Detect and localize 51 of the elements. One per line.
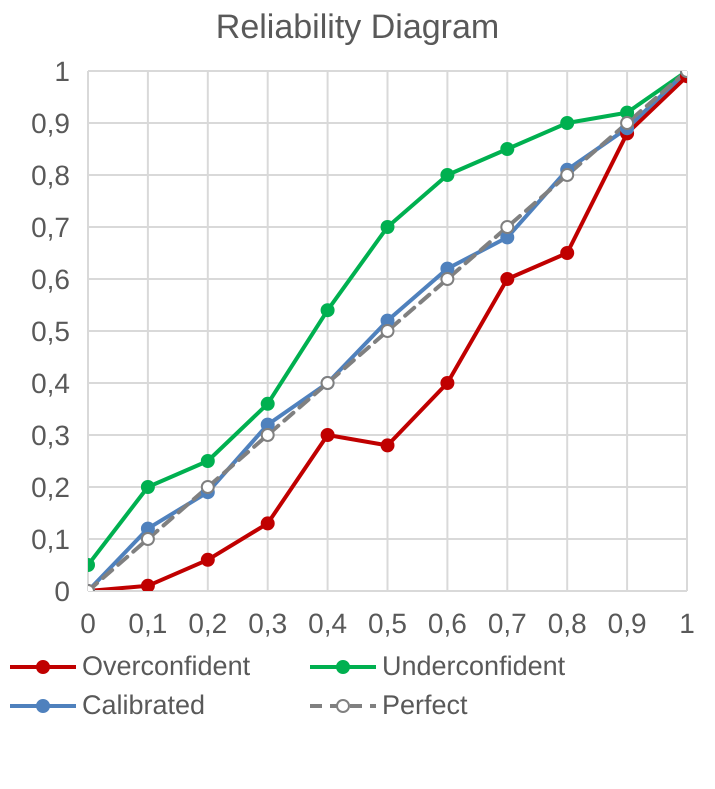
legend-label: Perfect (382, 690, 468, 721)
point (200, 454, 215, 468)
point (320, 303, 335, 318)
y-tick-label: 0,5 (31, 316, 70, 347)
legend-label: Calibrated (82, 690, 206, 721)
y-tick-label: 0 (54, 576, 70, 607)
point (500, 142, 514, 156)
y-tick-label: 0,3 (31, 420, 70, 451)
x-tick-label: 0,9 (608, 608, 647, 639)
x-tick-label: 0,5 (368, 608, 407, 639)
y-tick-label: 1 (54, 56, 70, 87)
legend-label: Overconfident (82, 651, 250, 682)
x-tick-label: 0,7 (488, 608, 527, 639)
point (140, 578, 155, 591)
point (140, 532, 155, 546)
point (440, 168, 454, 182)
x-tick-label: 0,1 (128, 608, 168, 639)
x-tick-label: 0,3 (248, 608, 288, 639)
x-tick-label: 0 (80, 608, 96, 639)
x-tick-label: 1 (679, 608, 695, 639)
x-tick-label: 0,8 (548, 608, 587, 639)
point (440, 272, 454, 286)
y-tick-label: 0,7 (31, 212, 70, 243)
point (620, 116, 634, 130)
point (500, 220, 514, 234)
point (560, 116, 574, 130)
point (380, 220, 394, 234)
point (260, 516, 275, 530)
x-tick-label: 0,2 (188, 608, 228, 639)
y-tick-label: 0,9 (31, 108, 70, 139)
chart-title: Reliability Diagram (214, 8, 500, 47)
point (200, 552, 215, 567)
y-tick-label: 0,8 (31, 160, 70, 191)
y-tick-label: 0,2 (31, 472, 70, 503)
point (140, 480, 155, 494)
point (440, 376, 454, 390)
point (560, 246, 574, 260)
y-tick-label: 0,1 (31, 524, 70, 555)
point (260, 428, 275, 442)
y-tick-label: 0,4 (31, 368, 70, 399)
point (260, 396, 275, 411)
legend-label: Underconfident (382, 651, 566, 682)
x-tick-label: 0,6 (428, 608, 467, 639)
point (380, 324, 394, 338)
point (560, 168, 574, 182)
y-tick-label: 0,6 (31, 264, 70, 295)
point (200, 480, 215, 494)
point (320, 428, 335, 442)
x-tick-label: 0,4 (308, 608, 348, 639)
point (380, 438, 394, 452)
point (500, 272, 514, 286)
